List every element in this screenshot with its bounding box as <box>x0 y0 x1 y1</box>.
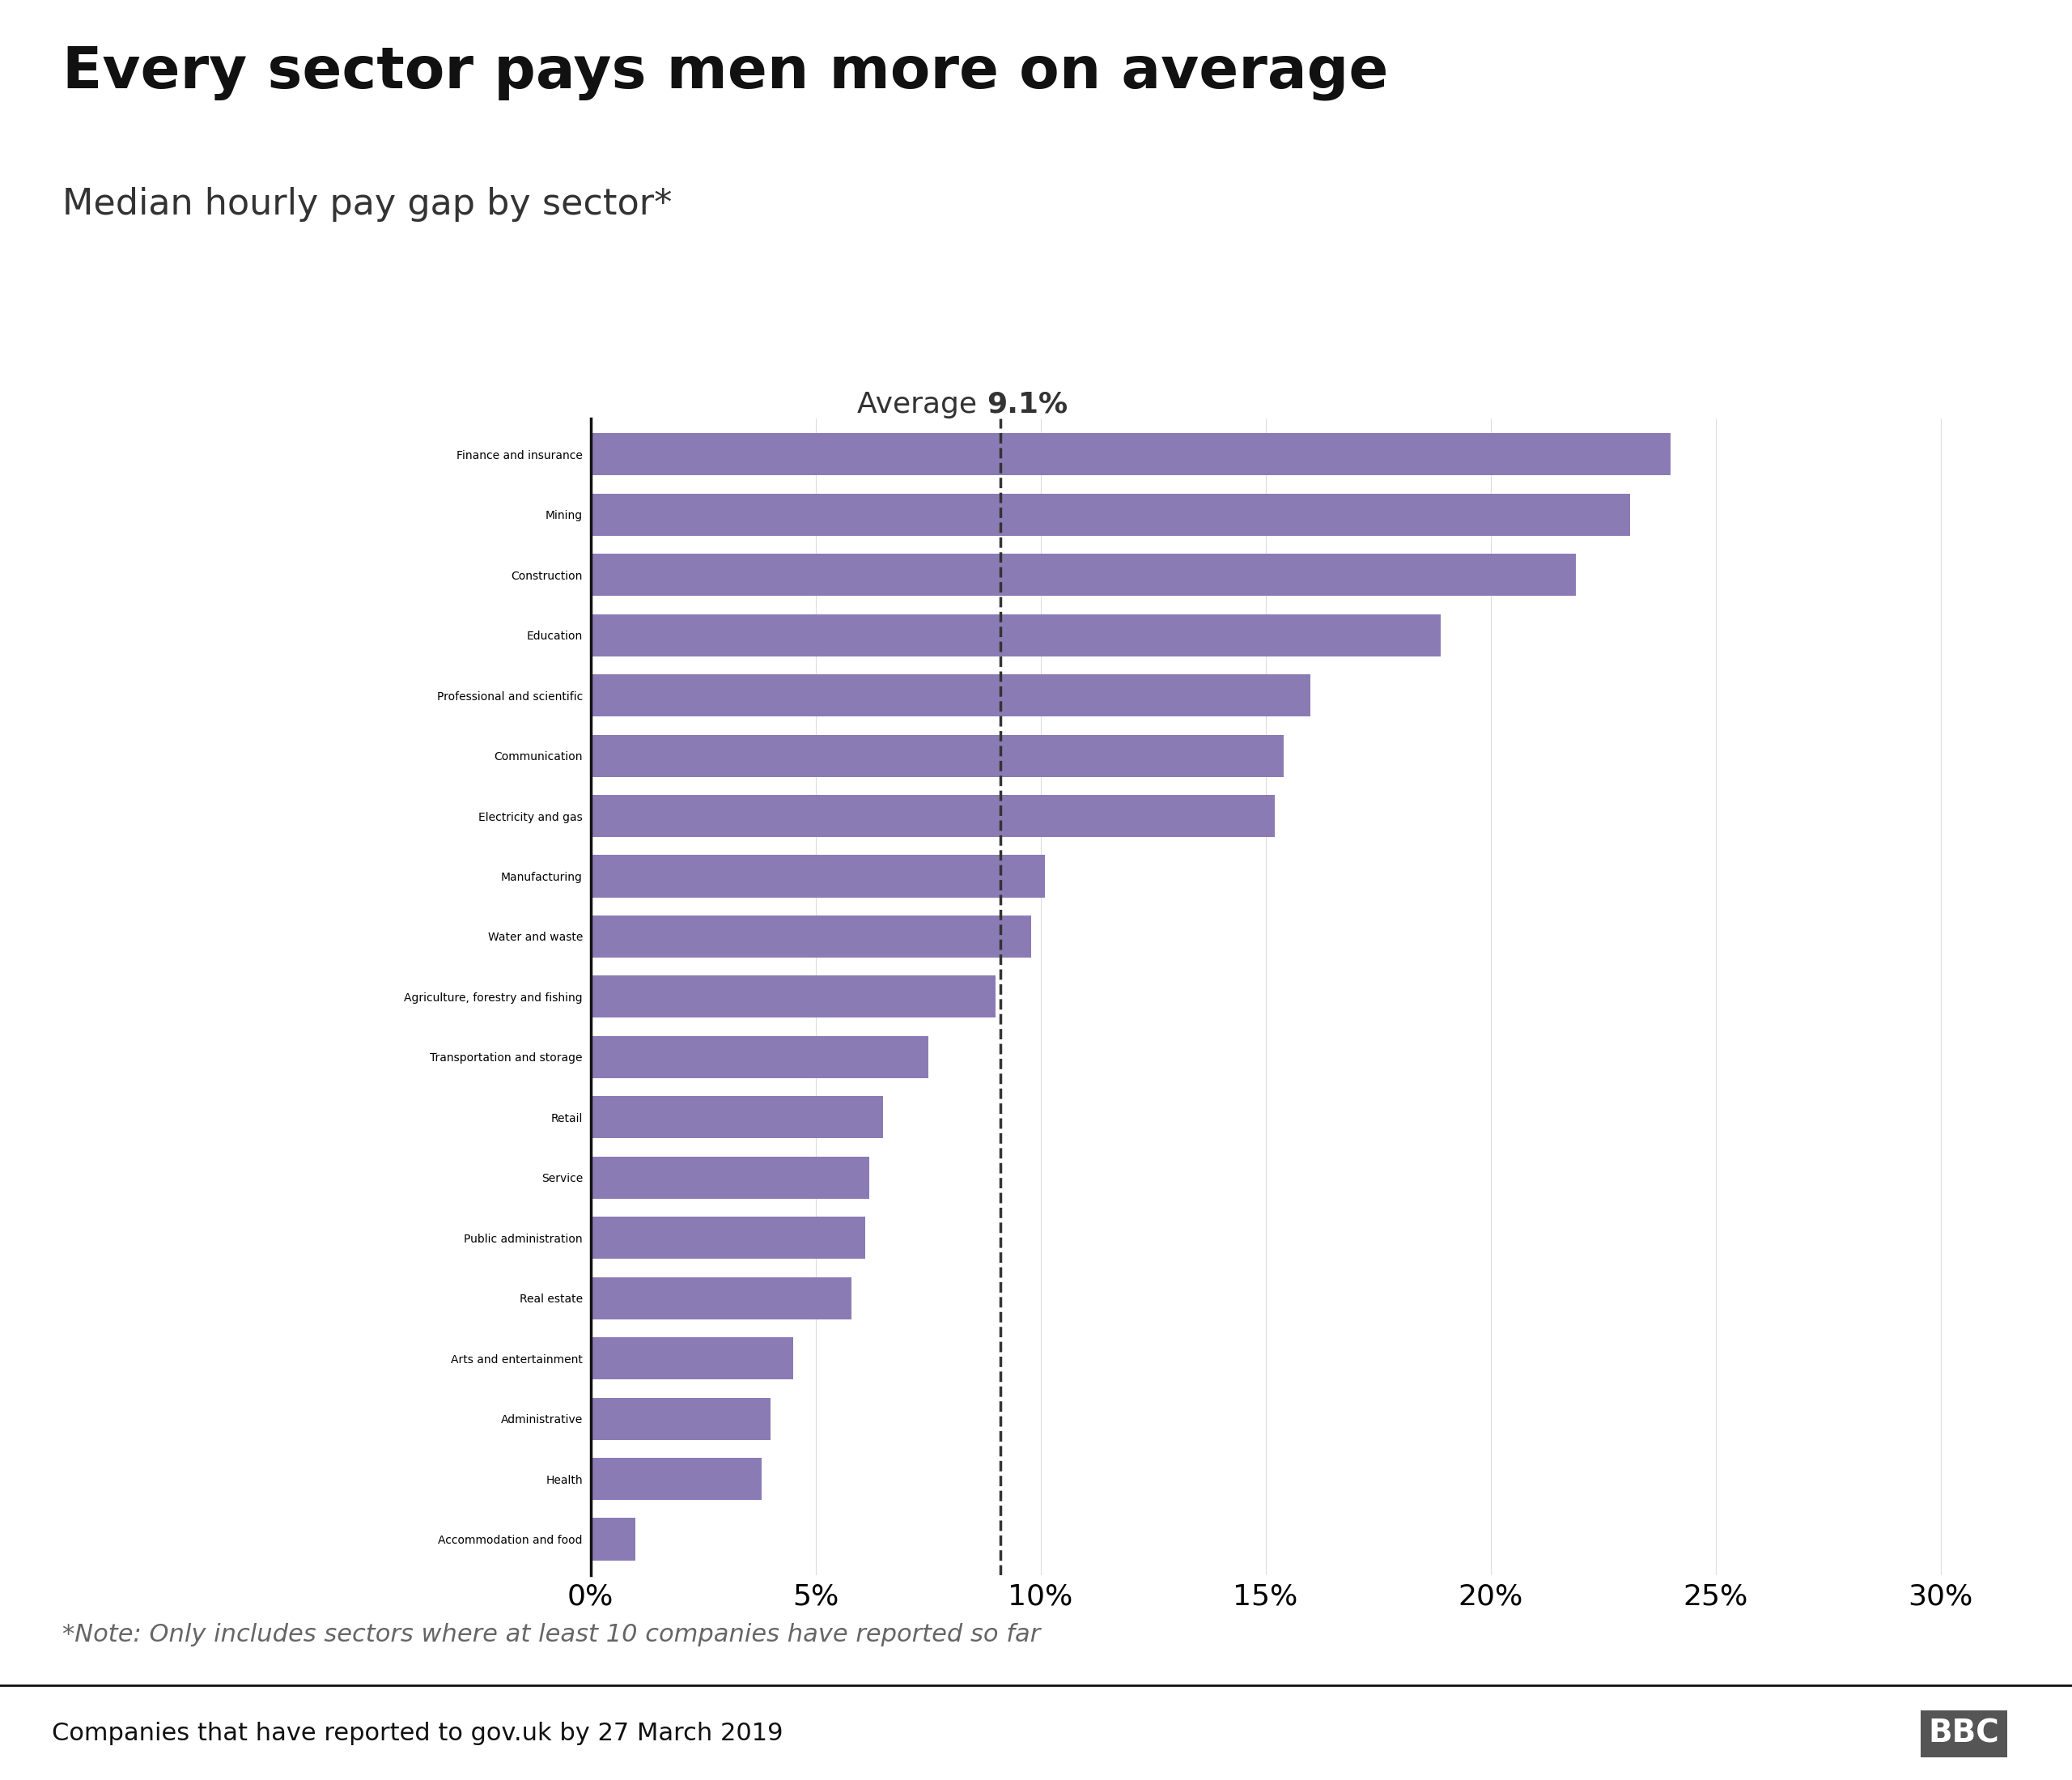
Bar <box>591 1218 864 1258</box>
Bar <box>591 675 1312 717</box>
Text: 9.1%: 9.1% <box>986 392 1067 418</box>
Text: *Note: Only includes sectors where at least 10 companies have reported so far: *Note: Only includes sectors where at le… <box>62 1623 1040 1646</box>
Bar <box>591 493 1631 536</box>
Bar <box>591 1096 883 1139</box>
Bar <box>591 433 1670 475</box>
Bar <box>591 1276 852 1319</box>
Bar <box>591 915 1032 958</box>
Bar <box>591 1458 762 1501</box>
Bar <box>591 1397 771 1440</box>
Text: Average: Average <box>858 392 986 418</box>
Bar <box>591 1337 794 1380</box>
Bar <box>591 1518 636 1561</box>
Bar <box>591 975 995 1018</box>
Bar <box>591 796 1274 837</box>
Text: BBC: BBC <box>1929 1718 1999 1750</box>
Bar <box>591 854 1044 897</box>
Bar <box>591 1157 870 1198</box>
Text: Median hourly pay gap by sector*: Median hourly pay gap by sector* <box>62 187 671 222</box>
Text: Every sector pays men more on average: Every sector pays men more on average <box>62 44 1388 100</box>
Text: Companies that have reported to gov.uk by 27 March 2019: Companies that have reported to gov.uk b… <box>52 1721 783 1746</box>
Bar <box>591 614 1440 657</box>
Bar <box>591 554 1577 596</box>
Bar <box>591 1036 928 1079</box>
Bar <box>591 735 1283 776</box>
